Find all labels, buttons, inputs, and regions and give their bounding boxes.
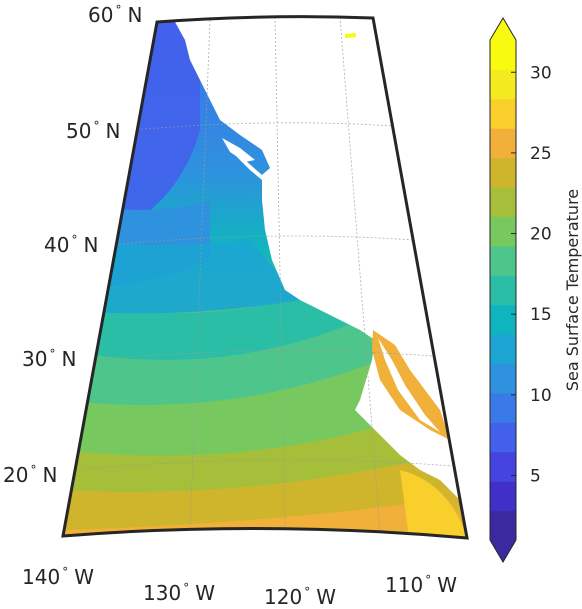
colorbar-segment [490, 128, 516, 159]
colorbar-outline [489, 17, 517, 563]
lon-label-110: 110 ° W [385, 573, 457, 597]
colorbar-high-arrow [490, 18, 516, 40]
lat-label-40: 40 ° N [44, 233, 98, 257]
lon-label-130: 130 ° W [143, 581, 215, 605]
colorbar-low-arrow [490, 540, 516, 562]
colorbar-tick-label: 20 [530, 225, 552, 245]
map-frame [61, 15, 469, 540]
colorbar-segment [490, 304, 516, 335]
lon-label-140: 140 ° W [22, 565, 94, 589]
colorbar-tick-label: 10 [530, 386, 552, 406]
colorbar-segment [490, 363, 516, 394]
colorbar-segment [490, 422, 516, 453]
colorbar-segment [490, 451, 516, 482]
lat-label-30: 30 ° N [22, 347, 76, 371]
sst-field [63, 16, 467, 538]
colorbar-tick-label: 25 [530, 144, 552, 164]
colorbar-segment [490, 187, 516, 217]
colorbar-segment [490, 275, 516, 306]
colorbar-segment [490, 216, 516, 247]
colorbar-segment [490, 157, 516, 188]
longitude-labels: 140 ° W 130 ° W 120 ° W 110 ° W [22, 565, 457, 609]
gulf-of-california [372, 330, 450, 440]
lat-label-20: 20 ° N [3, 463, 57, 487]
colorbar-segment [490, 392, 516, 423]
colorbar-tick-label: 15 [530, 305, 552, 325]
colorbar-segment [490, 481, 516, 512]
colorbar-tick-label: 30 [530, 63, 552, 83]
colorbar-segment [490, 245, 516, 276]
colorbar-tick-label: 5 [530, 466, 541, 486]
colorbar-segment [490, 510, 516, 541]
colorbar-segment [490, 40, 516, 70]
colorbar-ticks: 5 10 15 20 25 30 [511, 63, 552, 486]
colorbar: 5 10 15 20 25 30 Sea Surface Temperature [489, 17, 582, 563]
colorbar-title: Sea Surface Temperature [563, 189, 582, 391]
colorbar-segment [490, 69, 516, 100]
colorbar-segments [490, 18, 516, 562]
lat-label-50: 50 ° N [66, 119, 120, 143]
lat-label-60: 60 ° N [88, 3, 142, 27]
colorbar-segment [490, 334, 516, 365]
lon-label-120: 120 ° W [264, 585, 336, 609]
colorbar-segment [490, 98, 516, 129]
latitude-labels: 60 ° N 50 ° N 40 ° N 30 ° N 20 ° N [3, 3, 142, 487]
